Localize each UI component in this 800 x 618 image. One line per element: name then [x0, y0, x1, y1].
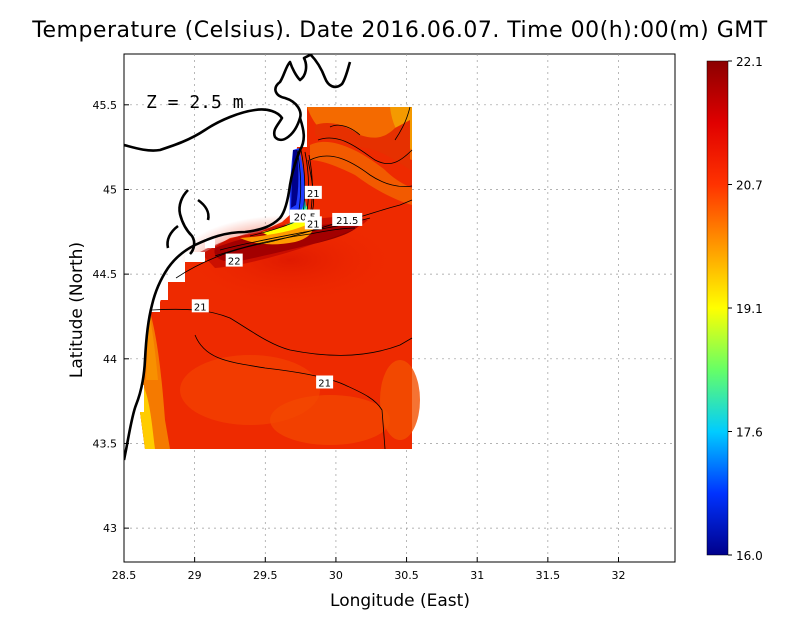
y-tick-label: 43: [103, 522, 117, 535]
contour-label: 21: [307, 189, 320, 200]
colorbar-tick-label: 20.7: [736, 179, 763, 193]
cold-core: [291, 150, 299, 208]
contour-north-2: [317, 137, 413, 164]
coastline-north: [309, 54, 352, 89]
colorbar-tick-label: 16.0: [736, 549, 763, 563]
y-tick-label: 44: [103, 353, 117, 366]
coastline-inlet: [166, 224, 179, 249]
coast-cell: [140, 385, 144, 412]
x-tick-label: 29: [188, 569, 202, 582]
red-tongue: [315, 120, 410, 170]
contour-label-box: [225, 253, 243, 267]
x-tick-label: 30.5: [394, 569, 419, 582]
contour-east: [394, 106, 411, 141]
x-axis-label: Longitude (East): [330, 591, 470, 611]
y-tick-label: 45.5: [93, 99, 118, 112]
y-axis-label: Latitude (North): [67, 242, 87, 378]
colorbar: [706, 60, 729, 556]
coastline: [124, 54, 352, 461]
cool-patch-east: [380, 360, 420, 440]
contour-label-box: [332, 212, 363, 226]
colorbar-tick-label: 22.1: [736, 55, 763, 69]
orange-ridge: [240, 222, 314, 245]
x-tick-label: 29.5: [253, 569, 278, 582]
coastline-small: [197, 198, 210, 221]
colorbar-tick-label: 19.1: [736, 302, 763, 316]
contour-label: 21.5: [336, 216, 358, 227]
contour-22: [214, 227, 356, 257]
coastline-main: [124, 54, 313, 152]
contour-label-box: [191, 299, 209, 313]
chart-title: Temperature (Celsius). Date 2016.06.07. …: [32, 18, 768, 43]
y-tick-label: 43.5: [93, 437, 118, 450]
cool-patch-south: [270, 395, 390, 445]
coast-cell: [160, 282, 168, 300]
y-tick-label: 45: [103, 183, 117, 196]
colorbar-tick-label: 17.6: [736, 426, 763, 440]
contour-21-loop: [194, 334, 386, 450]
contour-label-box: [304, 216, 322, 230]
x-axis-ticks: 28.5 29 29.5 30 30.5 31 31.5 32: [112, 557, 625, 582]
contour-label: 22: [228, 257, 241, 268]
coast-cell: [185, 252, 205, 262]
contour-label-box: [304, 185, 322, 199]
coast-cell: [205, 238, 215, 248]
colorbar-ticks: 22.1 20.7 19.1 17.6 16.0: [728, 55, 763, 563]
contour-label: 21: [194, 302, 207, 313]
contour-cold-2: [300, 149, 306, 215]
coastline-headland: [178, 189, 196, 255]
y-axis-ticks: 43 43.5 44 44.5 45 45.5: [93, 99, 129, 535]
contour-label-box: [316, 375, 334, 389]
contour-label: 21: [307, 219, 320, 230]
x-tick-label: 28.5: [112, 569, 137, 582]
x-tick-label: 32: [611, 569, 625, 582]
contour-label: 21: [318, 379, 331, 390]
contour-21-coastal: [175, 199, 413, 279]
x-tick-label: 30: [329, 569, 343, 582]
depth-label: Z = 2.5 m: [146, 92, 244, 113]
orange-ring: [310, 141, 412, 205]
contour-north-1: [309, 155, 413, 187]
coast-cell: [150, 300, 160, 312]
coast-cell: [168, 262, 185, 282]
x-tick-label: 31.5: [536, 569, 561, 582]
x-tick-label: 31: [470, 569, 484, 582]
temperature-field: [140, 107, 420, 449]
contour-north-3: [329, 124, 361, 136]
y-tick-label: 44.5: [93, 268, 118, 281]
west-coast-band: [146, 318, 158, 380]
